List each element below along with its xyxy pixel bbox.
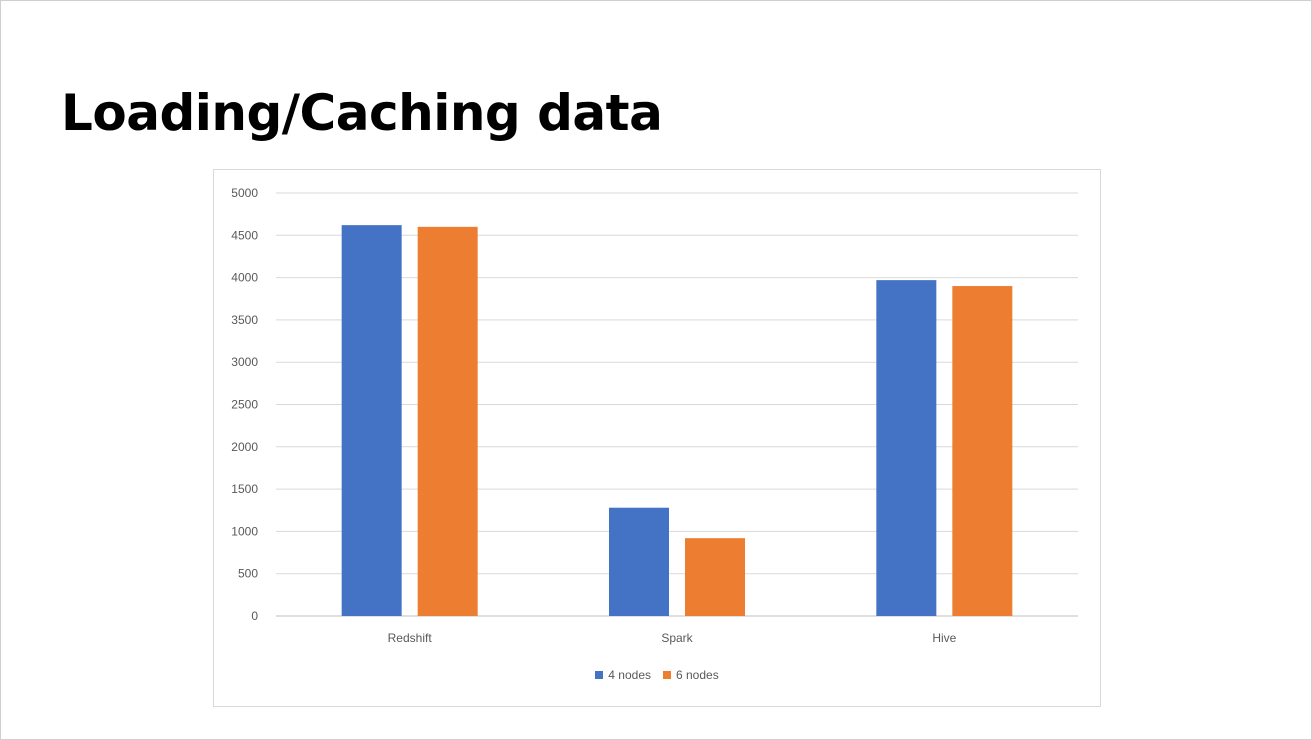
y-tick-label: 0	[251, 609, 258, 623]
x-tick-label: Spark	[661, 631, 693, 645]
bar	[417, 226, 478, 616]
y-tick-label: 3500	[231, 313, 258, 327]
y-tick-label: 5000	[231, 186, 258, 200]
bar	[952, 286, 1013, 616]
y-tick-label: 2000	[231, 440, 258, 454]
y-tick-label: 1000	[231, 524, 258, 538]
legend-label: 4 nodes	[608, 668, 651, 682]
bar	[876, 280, 937, 616]
chart-plot: 0 500 1000 1500 2000 2500 3000 3500 4000 4500 5000…	[231, 186, 1078, 645]
legend-item: 4 nodes	[595, 668, 651, 682]
slide-title: Loading/Caching data	[61, 84, 663, 142]
y-tick-label: 4500	[231, 228, 258, 242]
legend-swatch	[663, 671, 671, 679]
legend-item: 6 nodes	[663, 668, 719, 682]
y-tick-label: 4000	[231, 271, 258, 285]
bar	[609, 507, 669, 616]
x-tick-label: Redshift	[388, 631, 433, 645]
y-tick-label: 1500	[231, 482, 258, 496]
legend-label: 6 nodes	[676, 668, 719, 682]
legend-swatch	[595, 671, 604, 679]
chart-legend: 4 nodes 6 nodes	[214, 668, 1100, 682]
bar	[341, 225, 402, 616]
x-tick-label: Hive	[932, 631, 956, 645]
bar-chart: 0 500 1000 1500 2000 2500 3000 3500 4000 4500 5000…	[213, 169, 1101, 707]
y-tick-label: 500	[238, 567, 258, 581]
y-tick-label: 3000	[231, 355, 258, 369]
bar	[685, 538, 745, 616]
y-tick-label: 2500	[231, 398, 258, 412]
